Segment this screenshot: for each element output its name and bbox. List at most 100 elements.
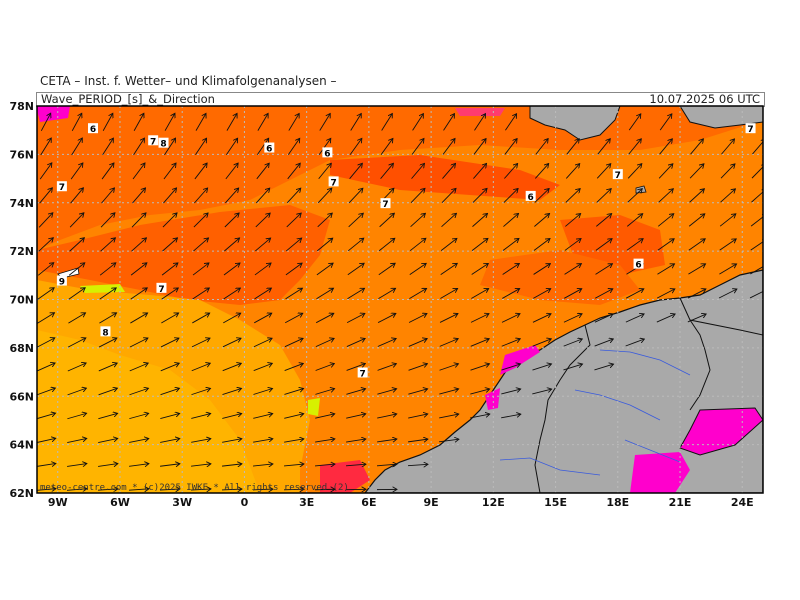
direction-arrow	[226, 138, 237, 156]
direction-arrow	[409, 238, 426, 252]
direction-arrow	[38, 238, 54, 252]
direction-arrow	[67, 388, 87, 396]
direction-arrow	[689, 164, 704, 179]
direction-arrow	[129, 439, 149, 443]
direction-arrow	[689, 189, 705, 203]
direction-arrow	[535, 139, 548, 155]
direction-arrow	[408, 389, 427, 395]
period-value-label: 7	[745, 123, 756, 135]
period-spot-short	[320, 460, 370, 493]
direction-arrow	[688, 214, 705, 227]
direction-arrow	[718, 289, 737, 299]
direction-arrow	[380, 138, 393, 155]
border-norway-sweden	[534, 324, 591, 493]
lon-tick-label: 0	[241, 496, 249, 509]
map-title: CETA – Inst. f. Wetter– und Klimafolgena…	[40, 74, 337, 88]
direction-arrow	[222, 464, 242, 466]
river-3	[499, 457, 601, 476]
valid-time-label: 10.07.2025 06 UTC	[649, 92, 760, 106]
direction-arrow	[349, 163, 363, 179]
direction-arrow	[162, 238, 177, 252]
direction-arrow	[408, 414, 428, 419]
direction-arrow	[253, 338, 272, 348]
direction-arrow	[315, 338, 334, 348]
lat-tick-label: 62N	[9, 487, 34, 500]
direction-arrow	[37, 413, 55, 420]
direction-arrow	[129, 363, 148, 372]
direction-arrow	[625, 339, 645, 347]
direction-arrow	[71, 113, 82, 132]
lon-tick-label: 15E	[544, 496, 567, 509]
direction-arrow	[69, 213, 84, 228]
direction-arrow	[345, 464, 366, 466]
direction-arrow	[504, 164, 517, 179]
direction-arrow	[39, 188, 53, 204]
direction-arrow	[350, 114, 362, 131]
direction-arrow	[133, 113, 144, 131]
direction-arrow	[160, 464, 180, 467]
river-1	[599, 349, 691, 376]
direction-arrow	[223, 288, 241, 300]
direction-arrow	[439, 414, 459, 419]
svg-text:7: 7	[382, 200, 388, 210]
direction-arrow	[440, 263, 458, 275]
period-value-label: 6	[525, 190, 536, 203]
direction-arrow	[254, 313, 272, 324]
direction-arrow	[37, 438, 56, 443]
direction-arrow	[318, 138, 331, 155]
direction-arrow	[316, 263, 333, 276]
direction-arrow	[130, 313, 147, 324]
period-zone-band	[330, 155, 560, 200]
direction-arrow	[37, 288, 54, 300]
direction-arrow	[284, 313, 303, 324]
direction-arrow	[256, 138, 268, 155]
direction-arrow	[596, 189, 611, 203]
direction-arrow	[595, 239, 612, 251]
direction-arrow	[441, 188, 456, 203]
direction-arrow	[68, 313, 85, 324]
direction-arrow	[505, 114, 516, 131]
period-value-label: 7	[148, 135, 159, 147]
direction-arrow	[225, 188, 238, 204]
period-value-label: 9	[56, 275, 67, 288]
period-value-label: 6	[88, 123, 99, 135]
direction-arrow	[257, 113, 268, 131]
direction-arrow	[191, 388, 211, 396]
direction-arrow	[346, 338, 365, 347]
direction-arrow	[565, 214, 580, 227]
period-value-label: 8	[100, 326, 111, 338]
direction-arrow	[319, 113, 330, 131]
direction-arrow	[750, 264, 763, 275]
svg-text:8: 8	[160, 140, 166, 150]
direction-arrow	[719, 214, 736, 227]
direction-arrow	[285, 288, 303, 300]
direction-arrow	[315, 414, 334, 419]
direction-arrow	[532, 339, 552, 347]
direction-arrow	[284, 338, 303, 348]
direction-arrow	[253, 414, 272, 419]
direction-arrow	[255, 188, 269, 204]
direction-arrow	[98, 388, 118, 396]
direction-arrow	[67, 338, 86, 348]
direction-arrow	[502, 289, 519, 299]
direction-arrow	[439, 389, 458, 395]
period-value-label: 7	[380, 198, 391, 210]
period-value-label: 7	[612, 169, 623, 181]
border-sweden-finland	[689, 319, 711, 411]
period-value-label: 7	[156, 282, 167, 295]
direction-arrow	[752, 139, 763, 155]
direction-arrow	[69, 238, 85, 252]
direction-arrow	[594, 339, 614, 347]
direction-arrow	[161, 313, 178, 324]
direction-arrow	[502, 264, 520, 275]
direction-arrow	[628, 114, 641, 131]
direction-arrow	[408, 313, 427, 323]
direction-arrow	[658, 164, 673, 179]
direction-arrow	[596, 164, 611, 179]
direction-arrow	[565, 189, 580, 203]
direction-arrow	[131, 238, 147, 252]
direction-arrow	[70, 163, 83, 180]
direction-arrow	[534, 213, 549, 227]
direction-arrow	[129, 338, 148, 348]
